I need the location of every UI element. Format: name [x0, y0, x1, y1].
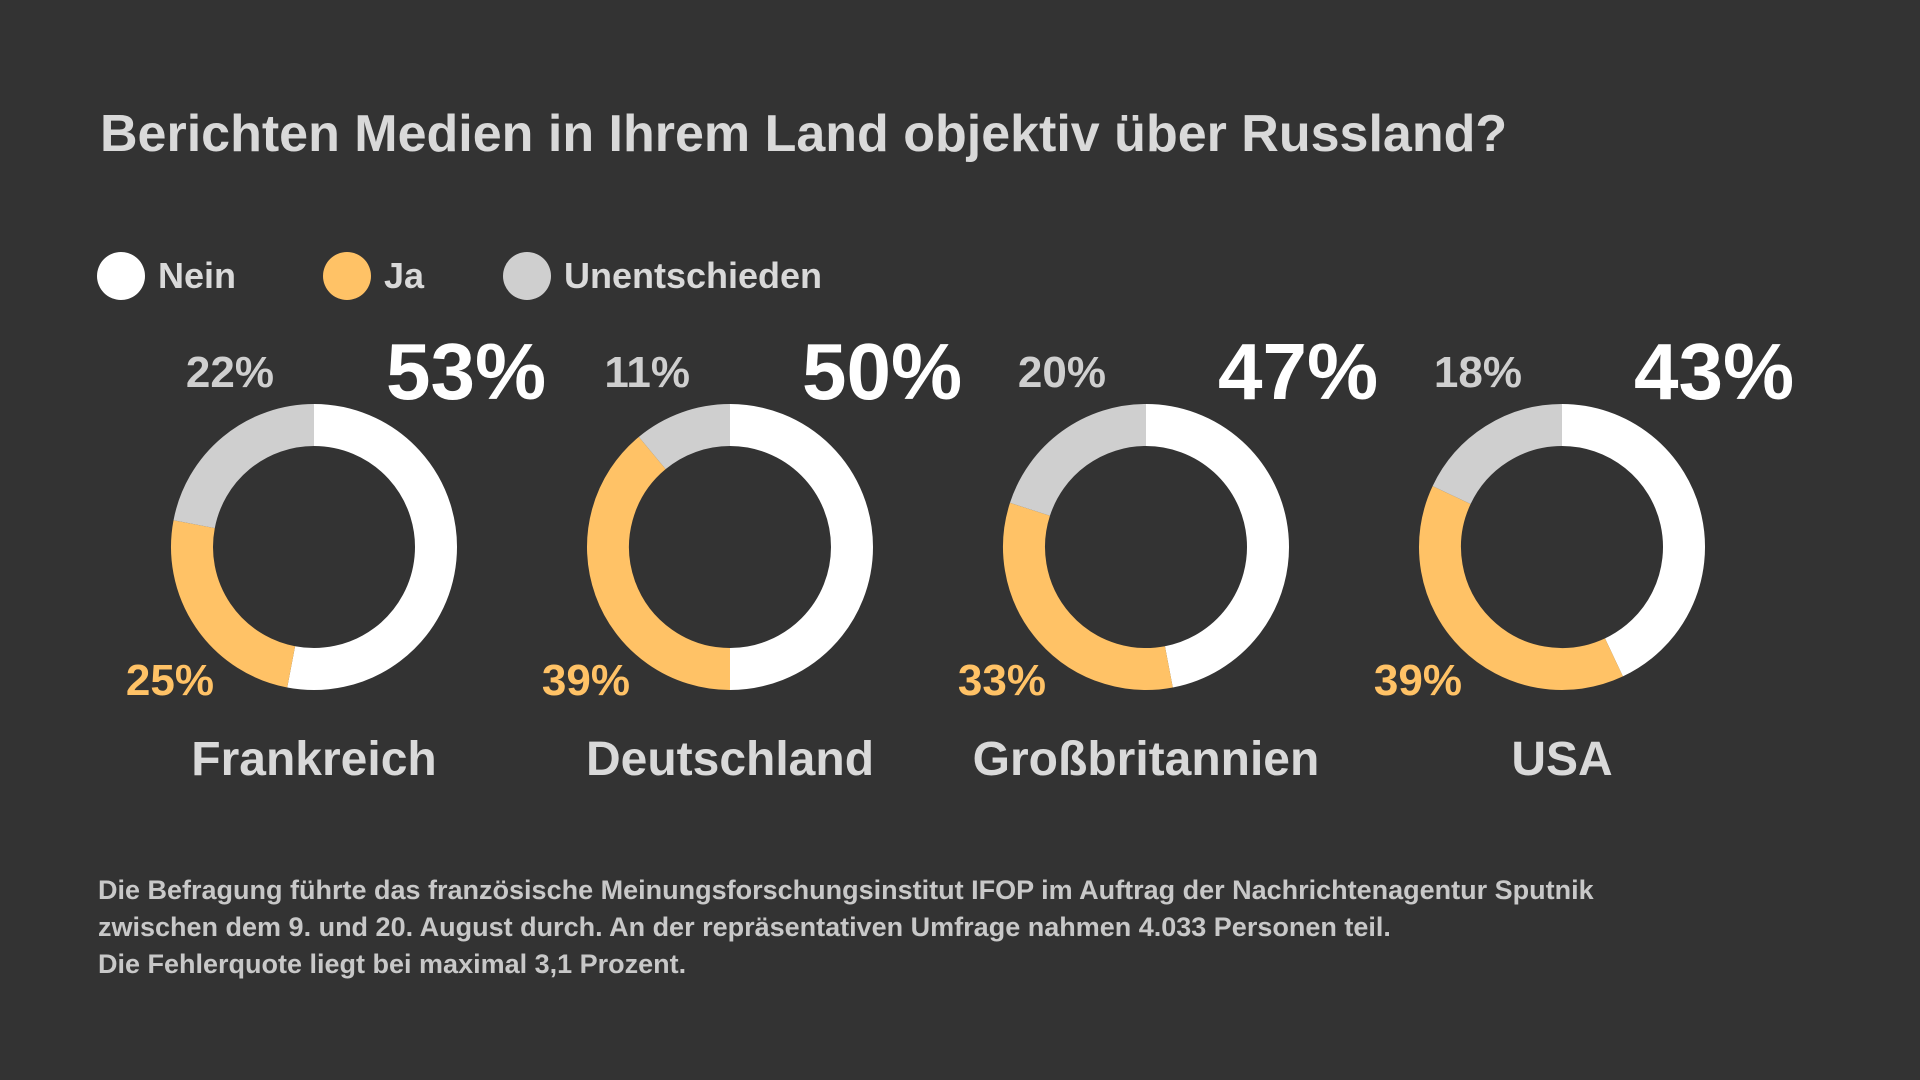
label-nein: 53% — [386, 327, 546, 416]
label-ja: 39% — [1374, 656, 1462, 705]
slice-nein — [1145, 404, 1289, 688]
country-label: Großbritannien — [973, 733, 1320, 786]
footnote-line-1: Die Befragung führte das französische Me… — [98, 875, 1594, 905]
slice-nein — [1561, 404, 1705, 677]
donut-frankreich — [171, 404, 457, 690]
country-label: Frankreich — [191, 733, 436, 786]
donut-usa — [1419, 404, 1705, 690]
footnote-line-2: zwischen dem 9. und 20. August durch. An… — [98, 912, 1391, 942]
slice-unentschieden — [638, 404, 731, 470]
slice-nein — [287, 404, 457, 690]
legend-swatch-nein — [97, 252, 145, 300]
country-label: USA — [1511, 733, 1612, 786]
label-ja: 25% — [126, 656, 214, 705]
slice-unentschieden — [1432, 404, 1563, 505]
slice-ja — [171, 520, 296, 688]
label-unentschieden: 11% — [604, 348, 690, 397]
legend-label-nein: Nein — [158, 255, 237, 296]
legend-label-unentschieden: Unentschieden — [564, 255, 823, 296]
donut-großbritannien — [1003, 404, 1289, 690]
label-unentschieden: 18% — [1434, 348, 1522, 397]
label-unentschieden: 22% — [186, 348, 274, 397]
slice-nein — [729, 404, 873, 690]
slice-ja — [1419, 486, 1623, 690]
chart-title: Berichten Medien in Ihrem Land objektiv … — [100, 105, 1508, 163]
legend-swatch-ja — [323, 252, 371, 300]
slice-ja — [1003, 502, 1173, 690]
country-label: Deutschland — [586, 733, 874, 786]
label-nein: 43% — [1634, 327, 1794, 416]
footnote-line-3: Die Fehlerquote liegt bei maximal 3,1 Pr… — [98, 949, 687, 979]
slice-unentschieden — [173, 404, 315, 529]
slice-unentschieden — [1010, 404, 1147, 517]
donut-deutschland — [587, 404, 873, 690]
label-unentschieden: 20% — [1018, 348, 1106, 397]
label-nein: 47% — [1218, 327, 1378, 416]
slice-ja — [587, 436, 731, 690]
legend-label-ja: Ja — [384, 255, 425, 296]
label-nein: 50% — [802, 327, 962, 416]
label-ja: 39% — [542, 656, 630, 705]
legend-swatch-unentschieden — [503, 252, 551, 300]
footnote: Die Befragung führte das französische Me… — [98, 872, 1858, 983]
label-ja: 33% — [958, 656, 1046, 705]
